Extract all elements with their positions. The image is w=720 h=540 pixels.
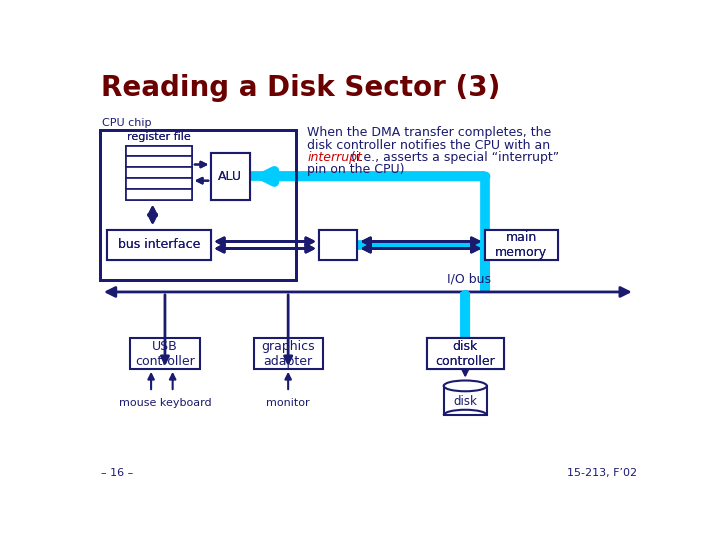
- Text: main
memory: main memory: [495, 231, 547, 259]
- Bar: [99, 130, 296, 280]
- Text: disk: disk: [454, 395, 477, 408]
- Bar: [211, 153, 250, 200]
- Bar: [130, 338, 199, 369]
- Bar: [127, 178, 192, 189]
- Text: When the DMA transfer completes, the: When the DMA transfer completes, the: [307, 126, 552, 139]
- Bar: [107, 231, 211, 260]
- Bar: [127, 178, 192, 189]
- Bar: [127, 167, 192, 178]
- Text: Reading a Disk Sector (3): Reading a Disk Sector (3): [101, 74, 500, 102]
- Text: 15-213, F’02: 15-213, F’02: [567, 468, 637, 478]
- Text: disk controller notifies the CPU with an: disk controller notifies the CPU with an: [307, 139, 551, 152]
- Text: main
memory: main memory: [495, 231, 547, 259]
- Bar: [444, 386, 487, 415]
- Bar: [127, 146, 192, 157]
- Text: (i.e., asserts a special “interrupt”: (i.e., asserts a special “interrupt”: [348, 151, 559, 164]
- Text: ALU: ALU: [218, 170, 243, 183]
- Bar: [127, 157, 192, 167]
- Bar: [127, 189, 192, 200]
- Bar: [127, 167, 192, 178]
- Bar: [485, 231, 558, 260]
- Text: monitor: monitor: [266, 398, 310, 408]
- Bar: [127, 189, 192, 200]
- Ellipse shape: [444, 381, 487, 392]
- Bar: [253, 338, 323, 369]
- Text: register file: register file: [127, 132, 191, 142]
- Text: ALU: ALU: [218, 170, 243, 183]
- Bar: [107, 231, 211, 260]
- Bar: [427, 338, 504, 369]
- Text: graphics
adapter: graphics adapter: [261, 340, 315, 368]
- Bar: [485, 231, 558, 260]
- Text: disk
controller: disk controller: [436, 340, 495, 368]
- Bar: [319, 231, 357, 260]
- Text: bus interface: bus interface: [118, 239, 200, 252]
- Text: register file: register file: [127, 132, 191, 142]
- Text: – 16 –: – 16 –: [101, 468, 133, 478]
- Text: mouse keyboard: mouse keyboard: [119, 398, 211, 408]
- Text: disk
controller: disk controller: [436, 340, 495, 368]
- Bar: [427, 338, 504, 369]
- Text: CPU chip: CPU chip: [102, 118, 151, 128]
- Bar: [99, 130, 296, 280]
- Text: I/O bus: I/O bus: [447, 273, 491, 286]
- Bar: [211, 153, 250, 200]
- Bar: [127, 146, 192, 157]
- Text: bus interface: bus interface: [118, 239, 200, 252]
- Bar: [127, 157, 192, 167]
- Text: interrupt: interrupt: [307, 151, 362, 164]
- Bar: [319, 231, 357, 260]
- Text: pin on the CPU): pin on the CPU): [307, 164, 405, 177]
- Text: USB
controller: USB controller: [135, 340, 195, 368]
